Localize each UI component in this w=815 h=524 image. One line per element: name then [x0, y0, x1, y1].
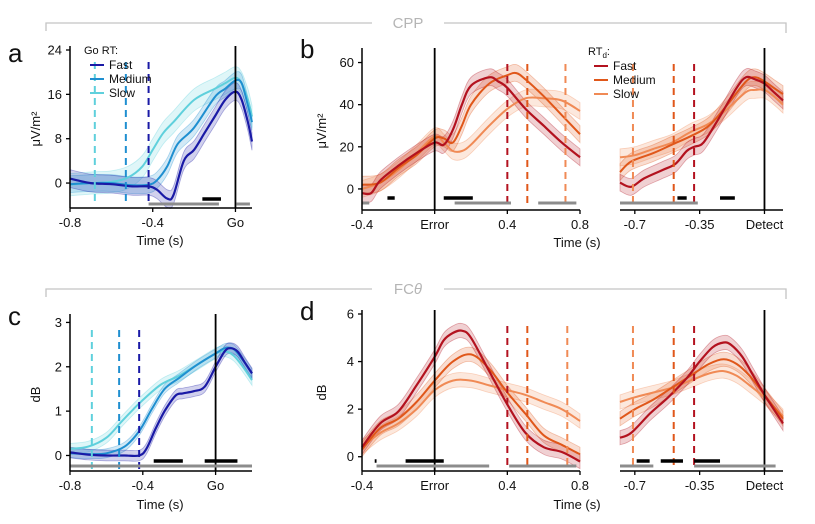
error-band-slow — [69, 66, 253, 197]
x-axis-label: Time (s) — [136, 497, 183, 512]
y-axis-label: dB — [314, 385, 329, 401]
series-line-slow — [361, 378, 581, 448]
series-line-slow — [69, 350, 253, 450]
panel-d-detect: -0.7 -0.35 Detect Time (s) — [553, 310, 784, 512]
series-line-medium — [361, 353, 581, 456]
error-bands — [361, 63, 581, 203]
y-tick-label: 16 — [48, 87, 62, 102]
error-band-medium — [69, 342, 253, 460]
series-lines — [69, 346, 253, 458]
x-tick-label: -0.4 — [351, 217, 373, 232]
y-tick-label: 40 — [340, 97, 354, 112]
error-band-medium — [69, 71, 253, 195]
legend-label-medium: Medium — [109, 72, 152, 86]
error-band-slow — [619, 80, 784, 167]
y-tick-label: 3 — [55, 315, 62, 330]
panel-b-error: b -0.4 Error 0.4 0.8 0 20 40 60 μV/m² — [300, 34, 589, 232]
x-tick-label: -0.4 — [132, 478, 154, 493]
x-tick-label: -0.4 — [351, 478, 373, 493]
error-band-fast — [619, 68, 784, 196]
x-axis-label: Time (s) — [553, 497, 600, 512]
y-tick-label: 0 — [347, 181, 354, 196]
y-tick-label: 0 — [55, 448, 62, 463]
panel-letter: d — [300, 296, 314, 326]
x-axis-label: Time (s) — [136, 233, 183, 248]
y-tick-label: 60 — [340, 55, 354, 70]
legend-label-slow: Slow — [109, 86, 135, 100]
series-lines — [361, 329, 581, 463]
x-tick-label: 0.8 — [571, 478, 589, 493]
series-line-slow — [361, 96, 581, 190]
x-tick-label: Error — [420, 478, 450, 493]
error-bands — [619, 68, 784, 196]
error-bands — [361, 322, 581, 470]
error-bands — [619, 334, 784, 446]
y-tick-label: 24 — [48, 43, 62, 58]
x-tick-label: Error — [420, 217, 450, 232]
series-line-medium — [361, 71, 581, 186]
y-tick-label: 2 — [347, 402, 354, 417]
y-tick-label: 8 — [55, 131, 62, 146]
panel-d-error: d -0.4 Error 0.4 0.8 0 2 4 6 dB — [300, 296, 589, 493]
y-tick-label: 0 — [347, 449, 354, 464]
x-tick-label: -0.35 — [685, 217, 715, 232]
legend-label-slow: Slow — [613, 87, 639, 101]
x-tick-label: 0.8 — [571, 217, 589, 232]
series-line-fast — [361, 76, 581, 196]
error-band-medium — [619, 68, 784, 182]
section-cpp-bracket: CPP — [45, 15, 787, 33]
error-band-slow — [361, 88, 581, 198]
y-tick-label: 1 — [55, 404, 62, 419]
x-tick-label: Detect — [746, 478, 784, 493]
panel-letter: c — [8, 301, 21, 331]
section-fctheta-bracket: FCθ — [45, 281, 787, 299]
error-bands — [69, 66, 253, 209]
series-line-fast — [619, 75, 784, 188]
panel-b-detect: -0.7 -0.35 Detect Time (s) RTd:FastMediumSlo… — [553, 46, 784, 250]
error-band-medium — [619, 351, 784, 427]
legend-label-fast: Fast — [109, 58, 133, 72]
x-tick-label: Detect — [746, 217, 784, 232]
x-axis-label: Time (s) — [553, 235, 600, 250]
series-lines — [361, 71, 581, 196]
x-tick-label: -0.8 — [59, 215, 81, 230]
error-band-slow — [69, 345, 253, 455]
x-tick-label: -0.35 — [685, 478, 715, 493]
section-title-fctheta: FCθ — [394, 281, 422, 298]
x-tick-label: -0.8 — [59, 478, 81, 493]
error-band-medium — [361, 63, 581, 194]
x-tick-label: -0.4 — [142, 215, 164, 230]
legend-title: Go RT: — [84, 45, 118, 57]
x-tick-label: Go — [227, 215, 244, 230]
y-tick-label: 4 — [347, 354, 354, 369]
x-tick-label: -0.7 — [624, 478, 646, 493]
x-tick-label: 0.4 — [498, 478, 516, 493]
error-band-fast — [361, 68, 581, 203]
series-line-fast — [361, 329, 581, 463]
error-band-fast — [69, 82, 253, 209]
y-axis-label: μV/m² — [314, 113, 329, 149]
panel-letter: b — [300, 34, 314, 64]
section-title-cpp: CPP — [393, 15, 424, 32]
legend-label-fast: Fast — [613, 59, 637, 73]
y-tick-label: 20 — [340, 139, 354, 154]
legend-title: RTd: — [588, 46, 610, 60]
series-line-medium — [69, 78, 253, 187]
y-axis-label: dB — [28, 387, 43, 403]
y-tick-label: 2 — [55, 359, 62, 374]
y-tick-label: 6 — [347, 307, 354, 322]
panel-letter: a — [8, 38, 23, 68]
y-axis-label: μV/m² — [28, 111, 43, 147]
x-tick-label: -0.7 — [624, 217, 646, 232]
panel-a: a -0.8 -0.4 Go 0 8 16 24 μV/m² Time (s) Go RT:Fast… — [8, 38, 254, 248]
series-line-fast — [69, 347, 253, 458]
legend-label-medium: Medium — [613, 73, 656, 87]
x-tick-label: 0.4 — [498, 217, 516, 232]
y-tick-label: 0 — [55, 176, 62, 191]
panel-c: c -0.8 -0.4 Go 0 1 2 3 dB Time (s) — [8, 301, 253, 512]
x-tick-label: Go — [207, 478, 224, 493]
